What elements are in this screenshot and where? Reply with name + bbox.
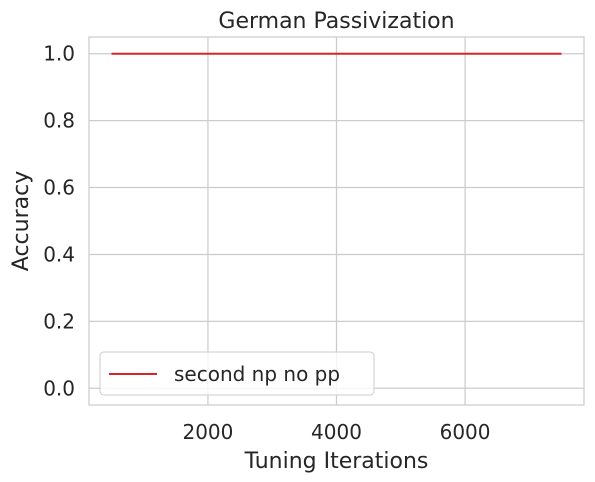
x-tick-label: 4000 (311, 420, 362, 444)
legend: second np no pp (99, 351, 375, 396)
y-axis-title: Accuracy (9, 171, 34, 271)
chart-title: German Passivization (218, 9, 454, 34)
legend-label: second np no pp (174, 362, 340, 386)
x-axis-title: Tuning Iterations (244, 449, 429, 474)
y-tick-label: 1.0 (43, 42, 75, 66)
y-tick-label: 0.2 (43, 309, 75, 333)
y-tick-label: 0.0 (43, 376, 75, 400)
x-tick-label: 6000 (440, 420, 491, 444)
plot-frame (88, 36, 585, 406)
x-tick-label: 2000 (182, 420, 233, 444)
tick-labels: 0.0 0.2 0.4 0.6 0.8 1.0 2000 4000 6000 (43, 42, 490, 444)
legend-box (99, 351, 375, 396)
y-tick-label: 0.8 (43, 109, 75, 133)
y-tick-label: 0.6 (43, 176, 75, 200)
y-tick-label: 0.4 (43, 242, 75, 266)
